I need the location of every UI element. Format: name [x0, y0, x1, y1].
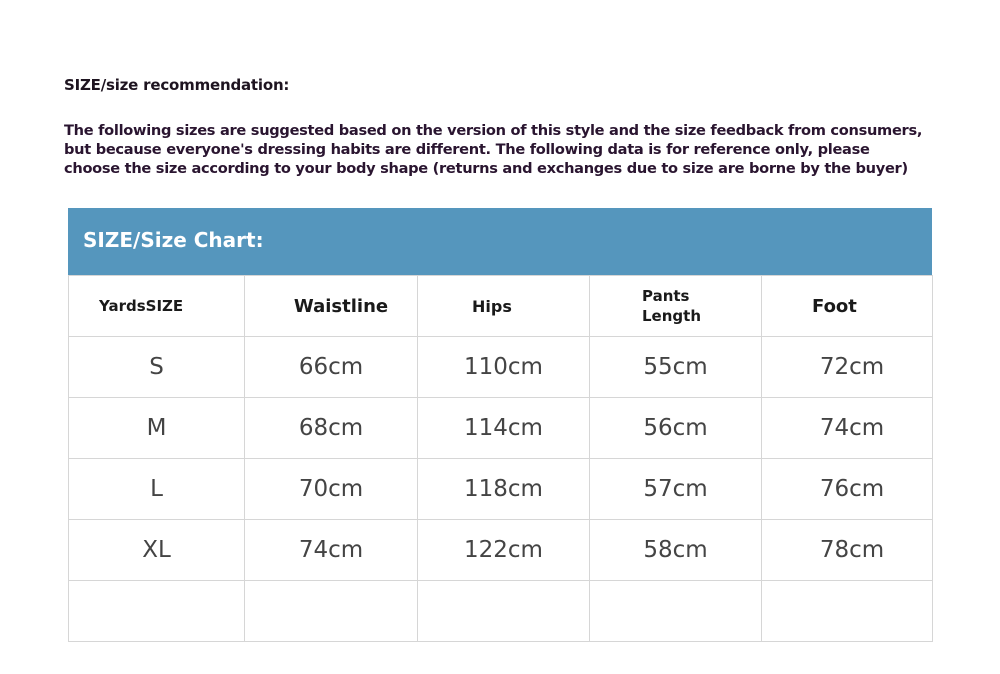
cell-foot: 74cm — [761, 397, 933, 459]
cell-waistline: 70cm — [244, 458, 418, 520]
cell-size: S — [68, 336, 245, 398]
cell-hips: 122cm — [417, 519, 590, 581]
cell-pants-length: 57cm — [589, 458, 762, 520]
description-line: but because everyone's dressing habits a… — [64, 141, 870, 158]
cell-size: XL — [68, 519, 245, 581]
cell-hips: 110cm — [417, 336, 590, 398]
table-row: M 68cm 114cm 56cm 74cm — [68, 397, 933, 459]
cell-pants-length: 56cm — [589, 397, 762, 459]
cell-pants-length: 58cm — [589, 519, 762, 581]
size-chart: SIZE/Size Chart: YardsSIZE Waistline Hip… — [68, 208, 933, 642]
table-row: XL 74cm 122cm 58cm 78cm — [68, 519, 933, 581]
cell-pants-length: 55cm — [589, 336, 762, 398]
description-line: The following sizes are suggested based … — [64, 122, 923, 139]
cell-waistline: 74cm — [244, 519, 418, 581]
cell-size: M — [68, 397, 245, 459]
cell-foot: 78cm — [761, 519, 933, 581]
header-pants-length: Pants Length — [589, 275, 762, 337]
empty-row — [68, 580, 933, 642]
header-hips: Hips — [417, 275, 590, 337]
header-size: YardsSIZE — [68, 275, 245, 337]
description-line: choose the size according to your body s… — [64, 160, 908, 177]
header-waistline: Waistline — [244, 275, 418, 337]
cell-hips: 114cm — [417, 397, 590, 459]
cell-size: L — [68, 458, 245, 520]
header-row: YardsSIZE Waistline Hips Pants Length Fo… — [68, 275, 933, 337]
header-foot: Foot — [761, 275, 933, 337]
description: The following sizes are suggested based … — [64, 121, 964, 178]
cell-waistline: 66cm — [244, 336, 418, 398]
cell-foot: 72cm — [761, 336, 933, 398]
page-title: SIZE/size recommendation: — [64, 76, 290, 94]
cell-hips: 118cm — [417, 458, 590, 520]
table-row: L 70cm 118cm 57cm 76cm — [68, 458, 933, 520]
size-chart-banner: SIZE/Size Chart: — [68, 208, 932, 275]
cell-waistline: 68cm — [244, 397, 418, 459]
table-row: S 66cm 110cm 55cm 72cm — [68, 336, 933, 398]
cell-foot: 76cm — [761, 458, 933, 520]
size-table: YardsSIZE Waistline Hips Pants Length Fo… — [68, 275, 933, 642]
